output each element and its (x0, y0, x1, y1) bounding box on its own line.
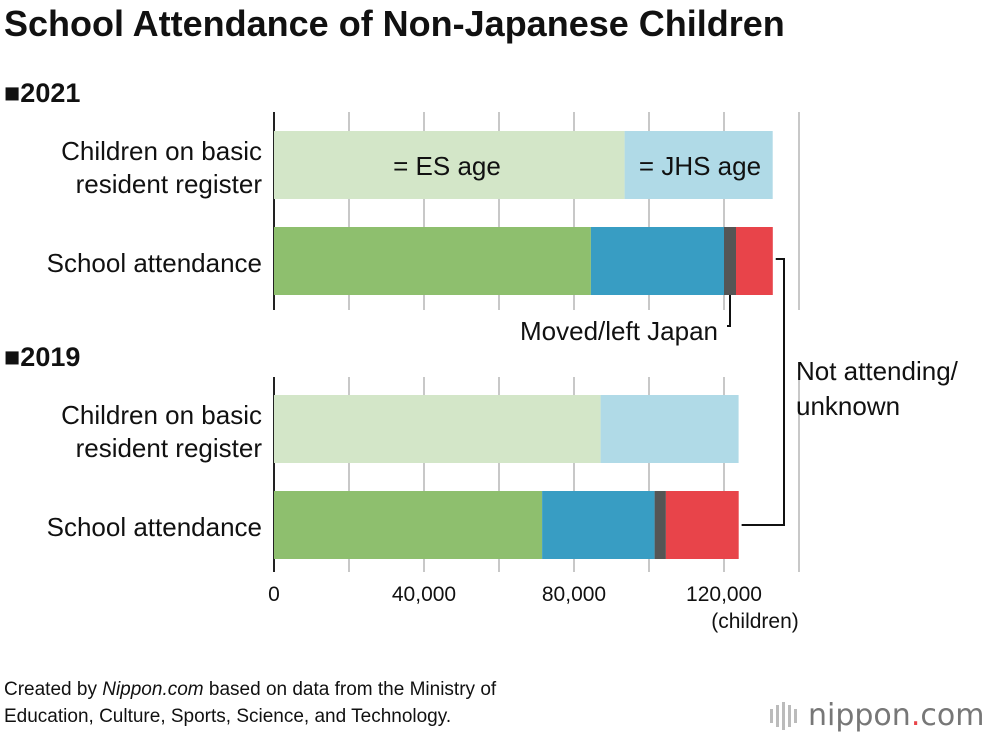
bar-segment-2019-attendance-moved (654, 491, 666, 559)
chart-title: School Attendance of Non-Japanese Childr… (4, 3, 785, 44)
x-axis-unit-label: (children) (711, 610, 799, 633)
annotation-lines (727, 258, 785, 526)
segment-label-jhs-age: = JHS age (639, 151, 761, 181)
logo-tld: com (920, 698, 985, 733)
bar-segment-2019-attendance-not-attending (665, 491, 739, 559)
source-line-2: Education, Culture, Sports, Science, and… (4, 706, 452, 727)
year-label-2019: ■2019 (4, 342, 80, 372)
bar-segment-2021-attendance-not-attending (736, 227, 773, 295)
year-label-2021: ■2021 (4, 78, 80, 108)
segment-label-es-age: = ES age (393, 151, 501, 181)
category-label-2021-attendance: School attendance (47, 248, 262, 278)
nippon-logo: nippon. com (770, 698, 984, 733)
bar-segment-2019-attendance-jhs-attending (542, 491, 655, 559)
logo-dot: . (910, 698, 921, 733)
category-label-2019-register-line1: Children on basic (61, 400, 262, 430)
source-suffix: based on data from the Ministry of (203, 679, 497, 700)
category-label-2021-register-line2: resident register (76, 169, 263, 199)
not-attending-label-line2: unknown (796, 391, 900, 421)
bar-segment-2021-attendance-jhs-attending (590, 227, 724, 295)
bar-segment-2021-register-jhs-register (624, 131, 773, 199)
not-attending-bracket-line (741, 258, 785, 526)
x-tick-label-80000: 80,000 (542, 583, 606, 606)
x-tick-label-0: 0 (268, 583, 280, 606)
bar-segment-2021-attendance-moved (724, 227, 736, 295)
logo-name: nippon (808, 698, 911, 733)
source-prefix: Created by (4, 679, 103, 700)
source-name: Nippon.com (102, 679, 204, 700)
moved-left-japan-label: Moved/left Japan (520, 316, 718, 346)
category-label-2019-register-line2: resident register (76, 433, 263, 463)
category-label-2021-register-line1: Children on basic (61, 136, 262, 166)
category-label-2019-attendance: School attendance (47, 512, 262, 542)
bar-segment-2021-attendance-es-attending (274, 227, 591, 295)
moved-leader-line (727, 295, 731, 327)
bars (274, 131, 773, 559)
not-attending-label-line1: Not attending/ (796, 356, 959, 386)
bar-segment-2019-register-jhs-register (600, 395, 739, 463)
bar-segment-2021-register-es-register (274, 131, 625, 199)
bar-segment-2019-attendance-es-attending (274, 491, 543, 559)
x-tick-label-40000: 40,000 (392, 583, 456, 606)
source-footer: Created by Nippon.com based on data from… (4, 676, 496, 730)
source-line-1: Created by Nippon.com based on data from… (4, 676, 496, 703)
x-tick-label-120000: 120,000 (686, 583, 762, 606)
bar-segment-2019-register-es-register (274, 395, 601, 463)
logo-bars-icon (770, 701, 800, 730)
